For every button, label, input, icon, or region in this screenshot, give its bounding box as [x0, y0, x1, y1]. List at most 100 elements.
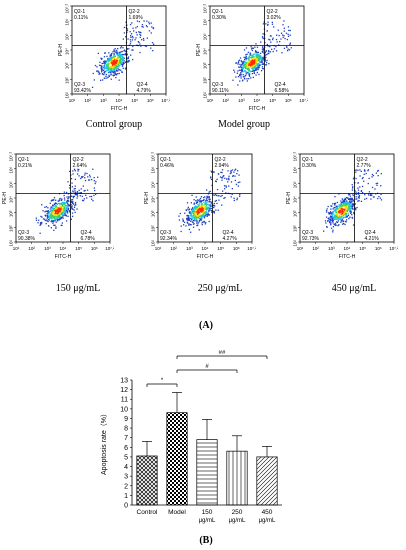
quadrant-q2-pct: 3.02% [267, 15, 282, 21]
flow-plot-150: Q2-10.21% Q2-22.64% Q2-390.38% Q2-46.78% 10¹… [2, 152, 114, 260]
flow-plot-250: Q2-10.46% Q2-22.94% Q2-392.34% Q2-44.27% 10¹… [144, 152, 256, 260]
quadrant-q1-label: Q2-1 [160, 157, 171, 163]
group-label-model: Model group [218, 119, 270, 130]
x-tick-label: 10⁵ [217, 246, 224, 251]
y-tick-label: 5 [124, 454, 128, 461]
x-tick-label: 10² [84, 98, 91, 103]
y-tick-label: 10² [151, 225, 156, 232]
quadrant-q2-label: Q2-2 [129, 9, 140, 15]
y-tick-label: 1 [124, 493, 128, 500]
quadrant-q2-label: Q2-2 [215, 157, 226, 163]
quadrant-q4-pct: 6.58% [275, 88, 290, 94]
y-tick-label: 10⁶ [203, 19, 208, 26]
quadrant-q4-pct: 4.27% [223, 236, 238, 242]
quadrant-q4-label: Q2-4 [137, 82, 148, 88]
quadrant-q4-label: Q2-4 [81, 230, 92, 236]
y-tick-label: 10¹ [9, 240, 14, 247]
flow-plot-area: Q2-10.21% Q2-22.64% Q2-390.38% Q2-46.78% 10¹… [2, 152, 114, 260]
y-tick-label: 10² [203, 77, 208, 84]
x-tick-label: 10³ [186, 246, 193, 251]
quadrant-q4-label: Q2-4 [275, 82, 286, 88]
y-tick-label: 10⁶ [65, 19, 70, 26]
quadrant-q4-pct: 6.78% [81, 236, 96, 242]
quadrant-q3-pct: 92.34% [160, 236, 178, 242]
category-unit-4: μg/mL [259, 518, 276, 524]
y-tick-label: 10⁶ [151, 167, 156, 174]
y-tick-label: 10⁵ [65, 33, 70, 40]
x-tick-label: 10⁶ [233, 246, 240, 251]
x-tick-label: 10² [312, 246, 319, 251]
x-tick-label: 10⁷.² [389, 246, 398, 251]
x-tick-label: 10⁴ [116, 98, 123, 103]
bar-0 [136, 455, 158, 506]
x-tick-label: 10² [170, 246, 177, 251]
x-axis-label: FITC-H [249, 106, 266, 112]
y-tick-label: 10³ [8, 210, 13, 217]
x-axis-label: FITC-H [111, 106, 128, 112]
y-tick-label: 10¹ [65, 92, 70, 99]
category-label-4: 450 [262, 509, 273, 516]
y-tick-label: 10² [9, 225, 14, 232]
quadrant-q1-pct: 0.30% [302, 163, 317, 169]
flow-plot-area: Q2-10.46% Q2-22.94% Q2-392.34% Q2-44.27% 10¹… [144, 152, 256, 260]
y-axis-label: PE-H [144, 192, 150, 204]
quadrant-q2-pct: 1.69% [129, 15, 144, 21]
y-axis-label: Apoptosis rate（%） [100, 410, 108, 475]
category-label-0: Control [137, 509, 159, 516]
x-tick-label: 10³ [238, 98, 245, 103]
quadrant-q3-label: Q2-3 [212, 82, 223, 88]
y-tick-label: 10⁵ [9, 181, 14, 188]
quadrant-q1-label: Q2-1 [212, 9, 223, 15]
x-tick-label: 10¹ [69, 98, 76, 103]
quadrant-q2-label: Q2-2 [357, 157, 368, 163]
y-axis-label: PE-H [196, 44, 202, 56]
quadrant-q1-pct: 0.30% [212, 15, 227, 21]
y-tick-label: 10⁵ [151, 181, 156, 188]
plot-frame [71, 5, 167, 95]
x-tick-label: 10⁵ [131, 98, 138, 103]
x-tick-label: 10⁵ [75, 246, 82, 251]
y-axis-label: PE-H [58, 44, 64, 56]
flow-plot-control: Q2-10.11% Q2-21.69% Q2-393.42% Q2-44.79% 10¹… [58, 4, 170, 112]
plot-frame [209, 5, 305, 95]
flow-plot-450: Q2-10.30% Q2-22.77% Q2-392.73% Q2-44.21% 10¹… [286, 152, 398, 260]
x-tick-label: 10¹ [207, 98, 214, 103]
x-tick-label: 10⁴ [344, 246, 351, 251]
x-tick-label: 10⁷.² [105, 246, 114, 251]
event-cloud [232, 20, 292, 86]
x-axis-label: FITC-H [197, 254, 214, 260]
quadrant-q3-pct: 93.42% [74, 88, 92, 94]
quadrant-q3-pct: 90.38% [18, 236, 36, 242]
x-axis-label: FITC-H [339, 254, 356, 260]
sig-marker-2: ## [219, 350, 226, 356]
y-axis-label: PE-H [2, 192, 8, 204]
quadrant-q3-label: Q2-3 [302, 230, 313, 236]
panel-a-tag: (A) [199, 320, 213, 331]
y-tick-label: 7 [124, 435, 128, 442]
group-label-250: 250 μg/mL [197, 283, 243, 294]
bar-2 [196, 439, 218, 506]
quadrant-q2-pct: 2.77% [357, 163, 372, 169]
x-tick-label: 10⁴ [254, 98, 261, 103]
quadrant-q3-label: Q2-3 [74, 82, 85, 88]
quadrant-q4-label: Q2-4 [365, 230, 376, 236]
x-tick-label: 10⁶ [147, 98, 154, 103]
y-tick-label: 10³ [203, 62, 208, 69]
y-tick-label: 10⁵ [203, 33, 208, 40]
x-tick-label: 10¹ [13, 246, 20, 251]
category-unit-2: μg/mL [199, 518, 216, 524]
quadrant-q1-label: Q2-1 [74, 9, 85, 15]
x-axis-label: FITC-H [55, 254, 72, 260]
y-tick-label: 10¹ [203, 92, 208, 99]
y-tick-label: 0 [124, 503, 128, 510]
x-tick-label: 10² [28, 246, 35, 251]
quadrant-q2-pct: 2.64% [73, 163, 88, 169]
y-tick-label: 10³ [151, 210, 156, 217]
quadrant-q2-pct: 2.94% [215, 163, 230, 169]
x-tick-label: 10¹ [155, 246, 162, 251]
y-tick-label: 13 [120, 378, 128, 385]
quadrant-q4-pct: 4.21% [365, 236, 380, 242]
y-tick-label: 10⁷.² [9, 152, 14, 162]
x-tick-label: 10⁶ [285, 98, 292, 103]
